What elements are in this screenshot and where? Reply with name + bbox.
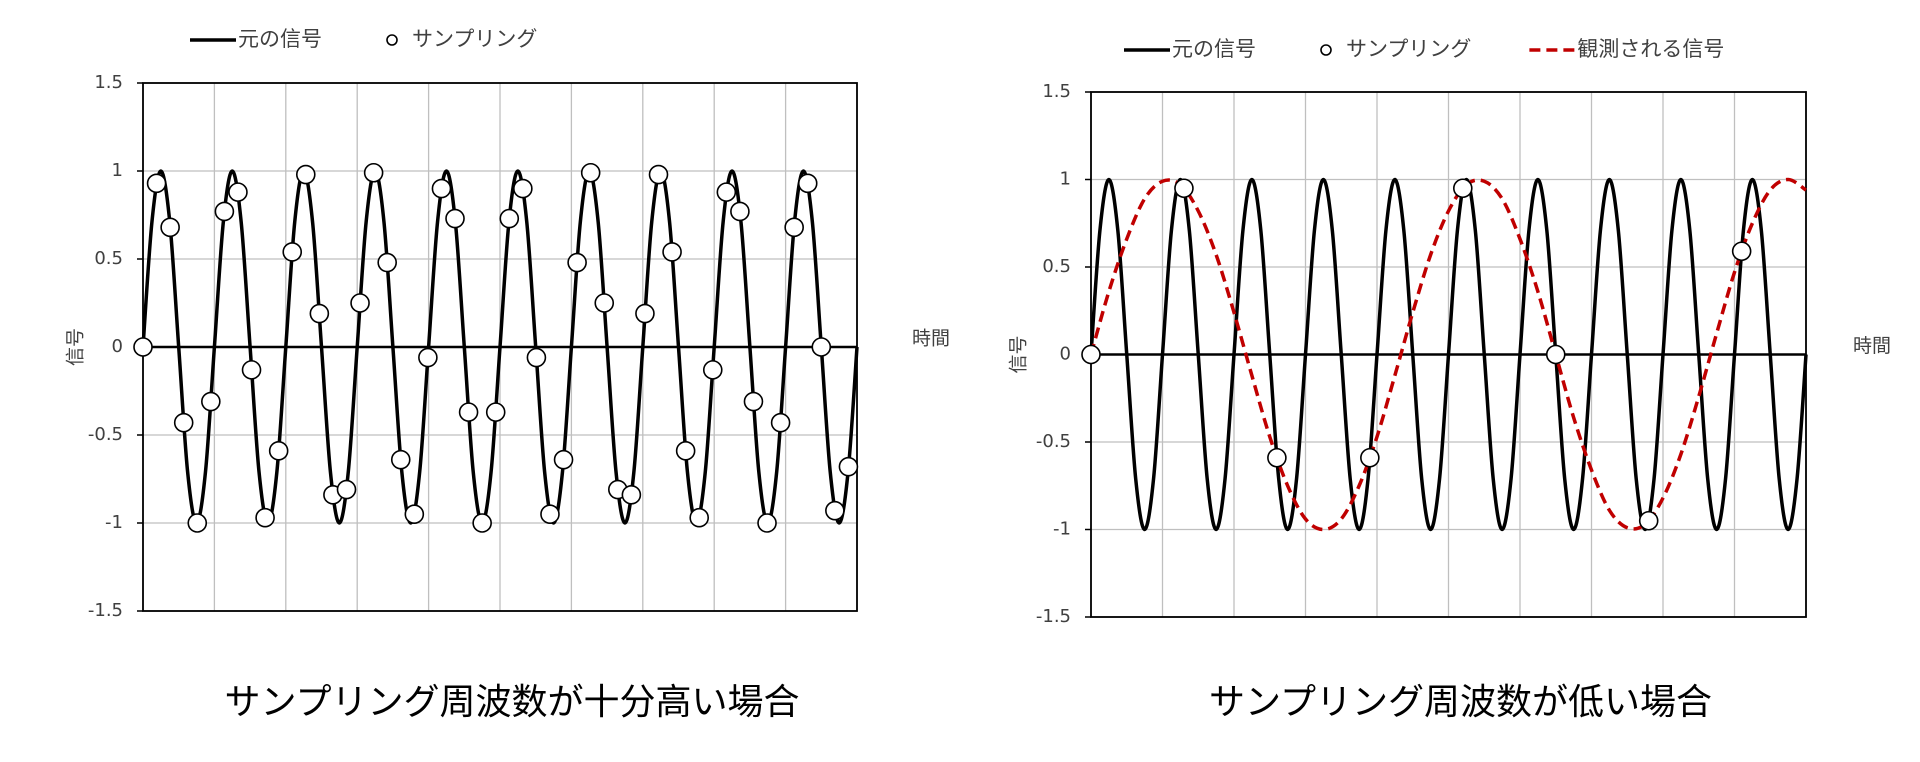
sample-point (580, 162, 601, 183)
sample-point (295, 164, 316, 185)
y-tick-label: -0.5 (1036, 431, 1071, 452)
sample-point (214, 201, 235, 222)
sample-point (1638, 510, 1659, 531)
legend-marker (386, 34, 398, 46)
x-axis-label: 時間 (1853, 335, 1891, 357)
sample-point (309, 303, 330, 324)
sample-point (173, 412, 194, 433)
sample-point (811, 337, 832, 357)
signal-line (1089, 177, 1808, 532)
y-tick-label: 1 (112, 160, 123, 181)
sample-point (730, 201, 750, 222)
sample-point (472, 513, 492, 533)
sample-point (797, 173, 818, 194)
sample-point (282, 242, 303, 262)
sample-point (770, 412, 791, 433)
sample-point (526, 347, 547, 368)
sample-point (404, 504, 425, 525)
y-tick-label: -1.5 (88, 600, 123, 621)
sample-point (621, 485, 642, 505)
sample-point (485, 402, 506, 422)
sample-point (255, 507, 275, 528)
sample-point (228, 182, 248, 202)
sample-point (662, 242, 682, 262)
sample-point (201, 391, 221, 412)
sample-point (702, 360, 723, 380)
sample-point (1545, 344, 1566, 365)
y-axis-label: 信号 (65, 328, 87, 366)
sample-point (838, 456, 859, 477)
sample-point (716, 182, 737, 202)
sample-point (675, 441, 696, 461)
sample-point (268, 441, 289, 461)
sample-point (350, 293, 370, 313)
sample-point (146, 173, 167, 194)
legend-label: サンプリング (1346, 37, 1471, 61)
sample-point (567, 252, 587, 273)
sample-point (1453, 178, 1473, 199)
caption: サンプリング周波数が低い場合 (1209, 682, 1712, 723)
y-tick-label: -1.5 (1036, 606, 1071, 627)
caption: サンプリング周波数が十分高い場合 (225, 682, 800, 723)
legend-label: 元の信号 (238, 27, 322, 51)
sample-point (241, 360, 262, 380)
sample-point (648, 164, 669, 185)
y-tick-label: -1 (105, 512, 123, 533)
y-tick-label: 0.5 (1042, 256, 1071, 277)
sample-point (363, 162, 384, 183)
sample-point (513, 178, 533, 199)
sample-point (1174, 178, 1194, 199)
sample-point (594, 293, 615, 313)
sample-point (445, 208, 465, 229)
y-tick-label: -1 (1053, 519, 1071, 540)
sample-point (689, 507, 710, 528)
y-tick-label: 1.5 (94, 72, 123, 93)
y-axis-label: 信号 (1008, 335, 1030, 373)
sample-point (1081, 344, 1101, 365)
y-tick-label: 0 (1060, 344, 1071, 365)
y-tick-label: 1 (1060, 169, 1071, 190)
sample-point (1731, 241, 1752, 262)
sample-point (553, 449, 574, 470)
legend-label: サンプリング (412, 27, 537, 51)
dashed-line (1089, 177, 1807, 532)
y-tick-label: -0.5 (88, 424, 123, 445)
sample-point (458, 402, 479, 422)
sample-point (336, 479, 357, 500)
sample-point (390, 449, 411, 470)
legend-label: 観測される信号 (1577, 37, 1724, 61)
sample-point (757, 513, 777, 533)
sample-point (377, 252, 397, 273)
sample-point (784, 217, 804, 238)
sample-point (418, 347, 438, 368)
sample-point (540, 504, 560, 525)
legend-marker (1320, 44, 1332, 56)
sample-point (133, 337, 153, 357)
sample-point (499, 208, 520, 229)
y-tick-label: 0 (112, 336, 123, 357)
sample-point (743, 391, 764, 412)
x-axis-label: 時間 (912, 328, 950, 350)
sample-point (187, 513, 208, 533)
sample-point (431, 178, 452, 199)
legend-label: 元の信号 (1172, 37, 1256, 61)
y-tick-label: 0.5 (94, 248, 123, 269)
sample-point (1267, 447, 1287, 468)
sample-point (160, 217, 180, 238)
sample-point (635, 303, 655, 324)
sample-point (825, 500, 845, 521)
sample-point (1360, 447, 1380, 468)
y-tick-label: 1.5 (1042, 81, 1071, 102)
